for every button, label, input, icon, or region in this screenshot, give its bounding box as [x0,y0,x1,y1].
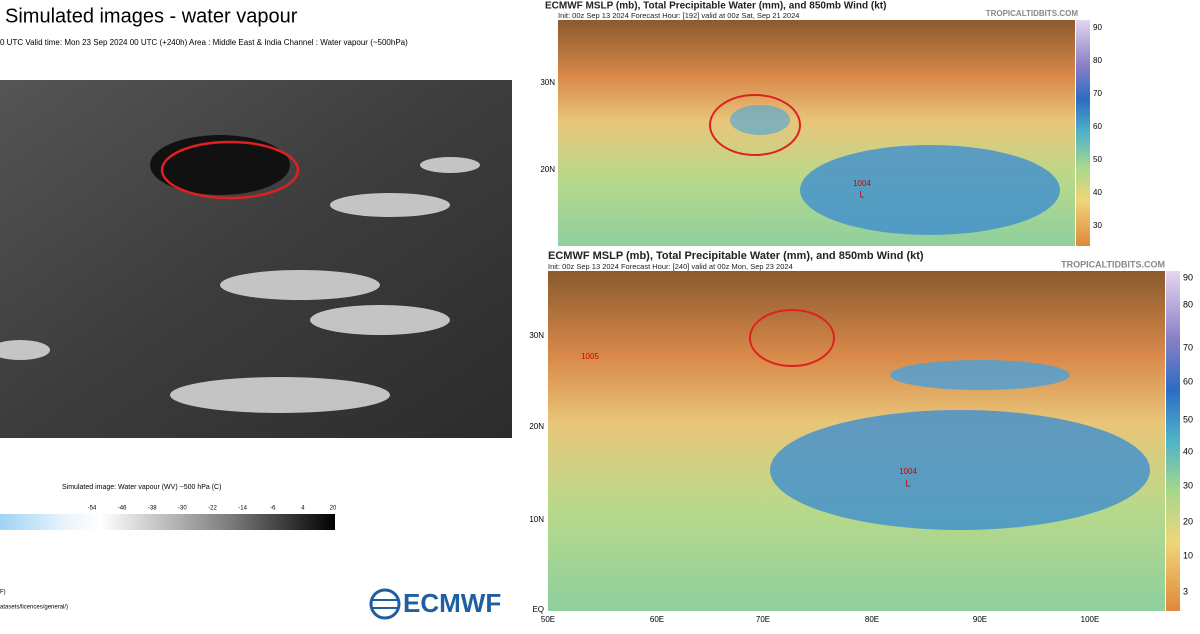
colorbar-tick: 20 [1183,516,1193,526]
map-credit: TROPICALTIDBITS.COM [1061,259,1165,269]
lat-label: EQ [532,605,544,614]
colorbar-tick: -54 [88,506,97,512]
colorbar-tick: 90 [1093,23,1102,32]
colorbar-tick: 4 [301,506,305,512]
colorbar-tick: 40 [1183,446,1193,456]
lat-label: 20N [529,422,544,431]
colorbar-tick: -38 [148,506,157,512]
lat-label: 10N [529,515,544,524]
moist-region [890,360,1070,390]
colorbar-tick: -6 [270,506,276,512]
colorbar-tick: 80 [1093,56,1102,65]
colorbar-tick: -30 [178,506,187,512]
lon-label: 50E [541,615,555,624]
colorbar-tick: 50 [1093,155,1102,164]
map-title: ECMWF MSLP (mb), Total Precipitable Wate… [548,250,924,262]
map-init: Init: 00z Sep 13 2024 Forecast Hour: [24… [548,262,793,271]
colorbar [1166,271,1180,611]
colorbar [0,514,335,530]
lon-label: 80E [865,615,879,624]
lon-label: 90E [973,615,987,624]
lon-label: 100E [1081,615,1100,624]
colorbar-tick: 60 [1093,122,1102,131]
lon-label: 70E [756,615,770,624]
colorbar-tick: -14 [238,506,247,512]
dry-region [150,135,290,195]
panel-title: Simulated images - water vapour [5,5,298,27]
colorbar-tick: 3 [1183,586,1188,596]
colorbar-tick: 70 [1093,89,1102,98]
pressure-label: 1004 [899,467,917,476]
map-title: ECMWF MSLP (mb), Total Precipitable Wate… [545,1,886,12]
colorbar-tick: 40 [1093,188,1102,197]
colorbar-tick: 10 [1183,550,1193,560]
clouds [0,157,480,413]
moist-region [730,105,790,135]
colorbar-tick: 80 [1183,299,1193,309]
lat-label: 30N [540,78,555,87]
map-credit: TROPICALTIDBITS.COM [986,9,1079,18]
footer-text: atasets/licences/general/) [0,605,68,611]
colorbar-tick: 50 [1183,414,1193,424]
colorbar-tick: 30 [1093,221,1102,230]
colorbar [1076,20,1090,246]
pressure-label: 1004 [853,179,871,188]
colorbar-tick: -46 [118,506,127,512]
lat-label: 20N [540,165,555,174]
lon-label: 60E [650,615,664,624]
lat-label: 30N [529,331,544,340]
colorbar-tick: -22 [208,506,217,512]
moist-region [770,410,1150,530]
colorbar-tick: 30 [1183,480,1193,490]
colorbar-tick: 20 [330,506,337,512]
logo: ECMWF [369,588,501,620]
logo-text: ECMWF [403,588,501,618]
colorbar-label: Simulated image: Water vapour (WV) ~500 … [62,484,221,491]
highlight-circle [160,140,300,200]
pressure-label: L [905,478,910,488]
pressure-label: 1005 [581,352,599,361]
footer-text: F) [0,590,6,596]
colorbar-tick: 70 [1183,342,1193,352]
moist-region [800,145,1060,235]
colorbar-tick: 90 [1183,272,1193,282]
panel-subtitle: 0 UTC Valid time: Mon 23 Sep 2024 00 UTC… [0,38,408,47]
highlight-circle [749,309,835,367]
colorbar-tick: 60 [1183,376,1193,386]
highlight-circle [709,94,801,156]
pressure-label: L [859,189,864,199]
map-init: Init: 00z Sep 13 2024 Forecast Hour: [19… [558,11,799,20]
